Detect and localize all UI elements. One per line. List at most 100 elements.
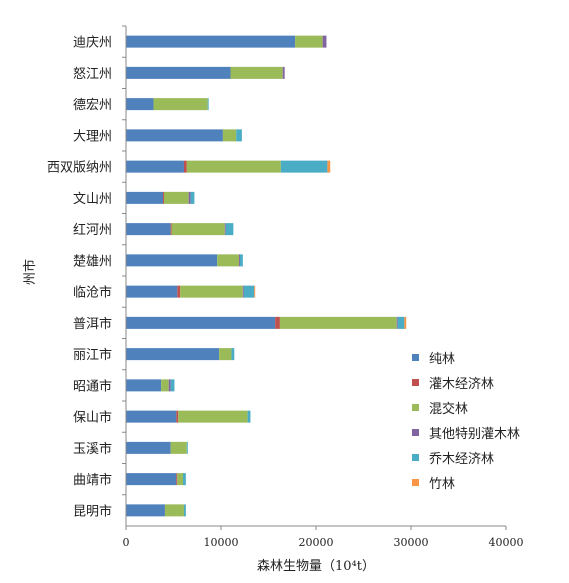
bar-segment [207,98,209,111]
x-tick-label: 10000 [204,536,239,549]
legend-swatch [412,379,419,386]
x-tick-labels: 0 10000 20000 30000 40000 [123,536,524,549]
bar-segment [170,379,175,392]
bar-segment [126,66,231,79]
category-label: 迪庆州 [73,36,112,51]
x-tick-label: 20000 [299,536,334,549]
bar-segment [126,379,162,392]
legend-swatch [412,429,419,436]
bar-segment [153,98,208,111]
bar-segment [397,316,405,329]
bar-segment [171,223,225,236]
bar-segment [190,191,195,204]
bar-segment [178,410,248,423]
x-tick-label: 30000 [394,536,429,549]
bar-segment [126,254,218,267]
bar-segment [126,410,177,423]
bar-segment [243,285,255,298]
bar-segment [163,191,164,204]
bar-segment [164,504,184,517]
category-label: 保山市 [73,410,112,426]
bar-segment [224,223,226,236]
bar-segment [183,473,186,486]
bar-segment [126,223,171,236]
bar-segment [404,316,407,329]
bar-segment [180,285,243,298]
bar-segment [170,223,172,236]
bar-segment [176,473,178,486]
bar-segment [164,191,189,204]
y-axis-title: 州市 [22,259,38,285]
legend-swatch [412,354,419,361]
bar-segment [126,316,276,329]
category-label: 昆明市 [73,503,112,519]
bar-segment [280,160,328,173]
bar-segment [242,285,244,298]
legend-label: 混交林 [429,401,468,417]
category-label: 临沧市 [73,285,112,301]
bar-segment [183,160,187,173]
category-label: 红河州 [73,222,112,238]
category-label: 文山州 [73,192,112,207]
bar-segment [239,254,240,267]
bar-segment [247,410,251,423]
bar-segment [225,223,234,236]
bar-segment [217,254,240,267]
category-label: 普洱市 [73,316,112,332]
legend-swatch [412,454,419,461]
bar-segment [279,316,397,329]
x-tick-label: 0 [123,536,130,549]
bar-segment [219,348,232,361]
bar-segment [126,98,154,111]
bar-segment [168,379,171,392]
bar-segment [126,35,296,48]
legend-label: 竹林 [429,477,455,492]
bar-segment [126,348,220,361]
legend-label: 灌木经济林 [429,377,494,392]
bar-segment [177,285,181,298]
bar-segment [396,316,398,329]
bar-segment [161,379,169,392]
bar-segment [222,129,237,142]
bar-segment [322,35,327,48]
bar-segment [186,160,281,173]
legend-swatch [412,404,419,411]
bar-segment [254,285,256,298]
bar-segment [176,410,179,423]
x-axis-title: 森林生物量（10⁴t） [257,559,375,574]
category-label: 西双版纳州 [47,161,112,176]
legend-label: 纯林 [429,352,455,367]
category-label: 楚雄州 [73,254,112,269]
category-label: 丽江市 [73,347,112,363]
bar-segment [282,66,285,79]
category-labels: 迪庆州怒江州德宏州大理州西双版纳州文山州红河州楚雄州临沧市普洱市丽江市昭通市保山… [47,36,112,520]
bar-segment [188,191,191,204]
axes-layer [122,25,507,530]
category-label: 昭通市 [73,378,112,394]
bar-segment [231,348,235,361]
legend-label: 其他特别灌木林 [429,427,520,442]
legend-label: 乔木经济林 [429,452,494,467]
category-label: 德宏州 [73,98,112,113]
bars-layer [126,35,407,517]
bar-segment [126,191,164,204]
category-label: 曲靖市 [73,472,112,488]
bar-segment [295,35,323,48]
bar-segment [236,129,242,142]
bar-segment [275,316,280,329]
bar-segment [126,285,178,298]
bar-segment [327,160,331,173]
bar-segment [177,473,183,486]
bar-segment [183,504,186,517]
bar-segment [170,441,187,454]
bar-segment [186,441,188,454]
bar-segment [126,160,184,173]
x-tick-label: 40000 [489,536,524,549]
category-label: 怒江州 [73,67,112,82]
category-label: 大理州 [73,129,112,144]
bar-segment [126,504,165,517]
category-label: 玉溪市 [73,441,112,457]
bar-segment [230,66,283,79]
